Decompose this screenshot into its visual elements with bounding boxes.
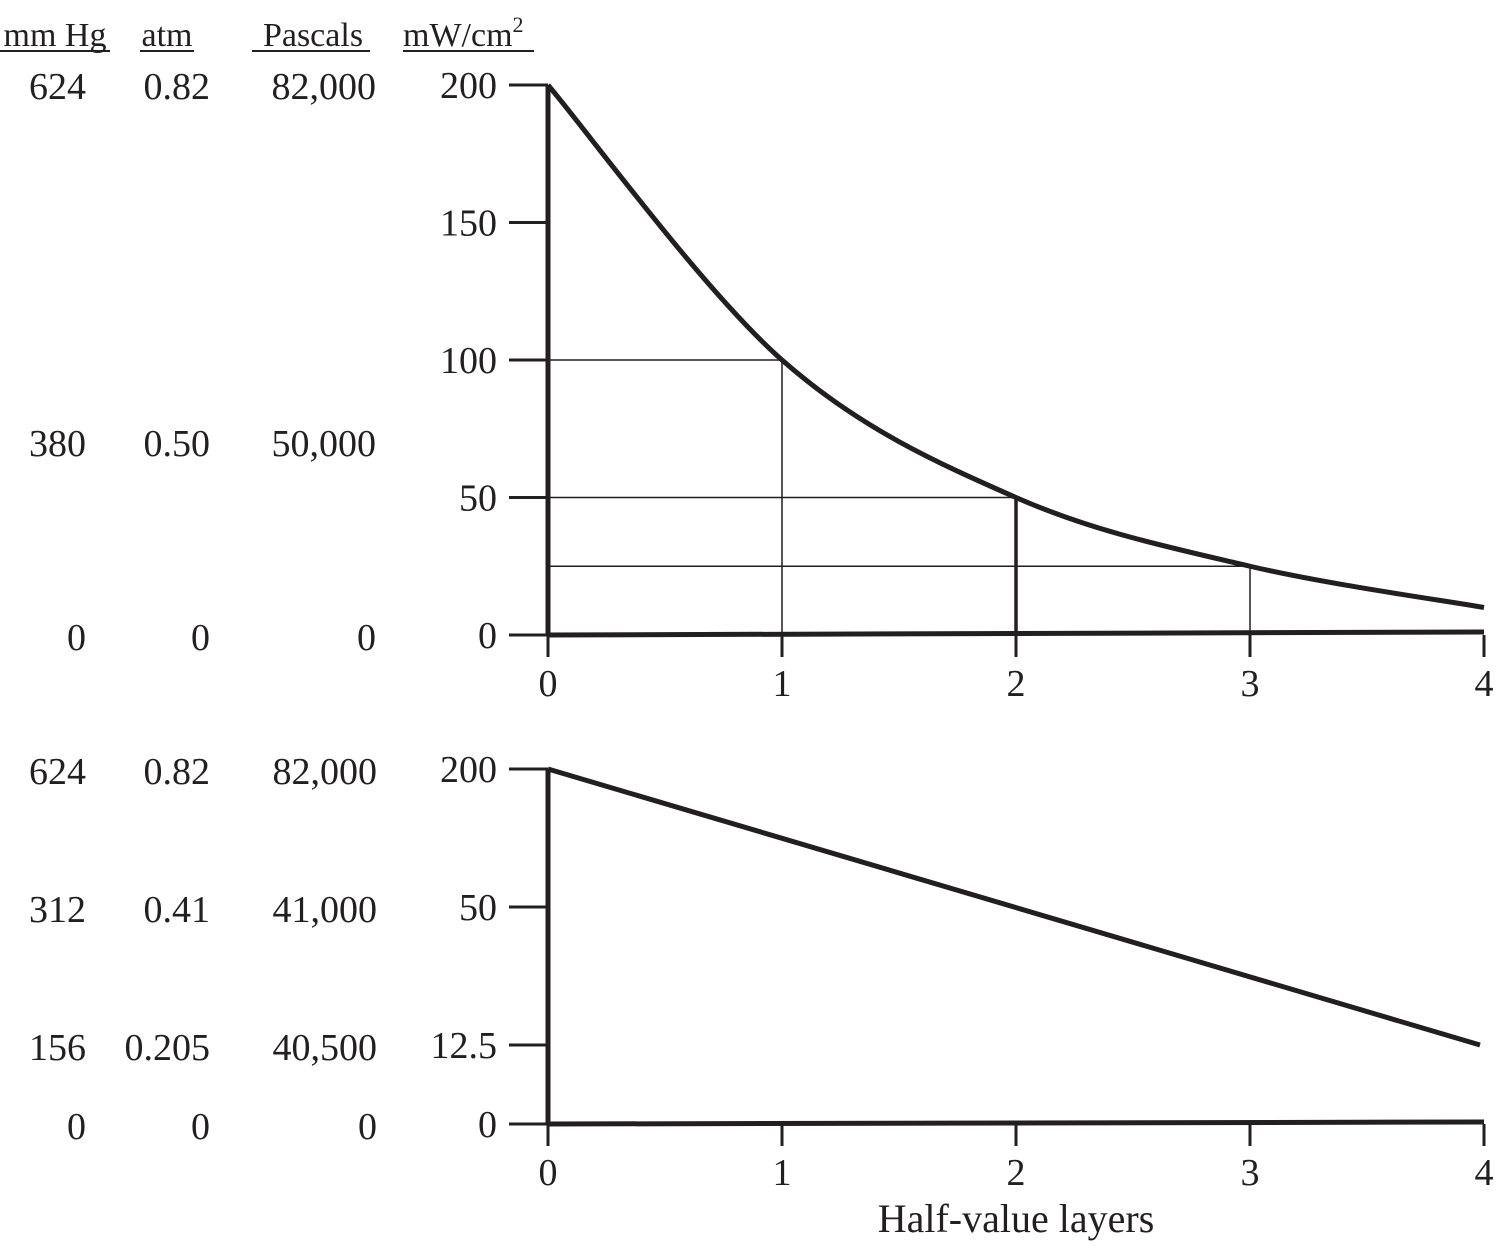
bottom-row-1-pascals: 82,000: [273, 751, 378, 793]
top-x-tick-label: 1: [773, 663, 792, 705]
bottom-x-axis: [547, 1119, 1485, 1127]
bottom-row-4-mmhg: 0: [67, 1106, 86, 1148]
header-mmhg: mm Hg: [4, 17, 107, 54]
top-row-1-atm: 0.82: [144, 66, 211, 108]
header-pascals: Pascals: [263, 17, 363, 54]
top-y-tick-label: 0: [478, 615, 497, 657]
header-unit-main: mW/cm: [403, 17, 513, 54]
bottom-y-tick-label: 12.5: [431, 1025, 498, 1067]
header-unit-superscript: 2: [513, 12, 524, 37]
bottom-row-1-mmhg: 624: [29, 751, 86, 793]
bottom-row-3-mmhg: 156: [29, 1027, 86, 1069]
bottom-row-2-atm: 0.41: [144, 889, 211, 931]
bottom-y-tick-label: 200: [440, 749, 497, 791]
top-row-1-pascals: 82,000: [272, 66, 377, 108]
top-y-tick-label: 150: [440, 203, 497, 245]
top-row-2-atm: 0.50: [144, 423, 211, 465]
top-y-tick-label: 200: [440, 65, 497, 107]
bottom-x-tick-label: 4: [1475, 1152, 1494, 1194]
top-x-tick-label: 2: [1007, 663, 1026, 705]
bottom-row-3-pascals: 40,500: [273, 1027, 378, 1069]
bottom-row-1-atm: 0.82: [144, 751, 211, 793]
bottom-y-tick-label: 0: [478, 1104, 497, 1146]
top-x-axis: [547, 629, 1485, 638]
bottom-row-3-atm: 0.205: [125, 1027, 211, 1069]
attenuation-chart-linear: 0 50 100 150 200 0 1 2 3 4: [440, 65, 1494, 705]
top-y-tick-label: 100: [440, 340, 497, 382]
bottom-x-tick-label: 0: [539, 1152, 558, 1194]
bottom-y-tick-label: 50: [459, 887, 497, 929]
bottom-row-4-atm: 0: [191, 1106, 210, 1148]
x-axis-title: Half-value layers: [878, 1196, 1155, 1241]
top-x-tick-label: 0: [539, 663, 558, 705]
bottom-row-2-pascals: 41,000: [273, 889, 378, 931]
header-atm: atm: [142, 17, 193, 54]
top-y-tick-label: 50: [459, 478, 497, 520]
top-row-3-atm: 0: [191, 617, 210, 659]
bottom-x-tick-label: 3: [1241, 1152, 1260, 1194]
bottom-row-2-mmhg: 312: [29, 889, 86, 931]
attenuation-chart-log: 0 12.5 50 200 0 1 2 3 4: [431, 749, 1494, 1194]
top-row-3-pascals: 0: [357, 617, 376, 659]
top-row-3-mmhg: 0: [67, 617, 86, 659]
top-attenuation-curve: [546, 83, 1485, 610]
top-x-tick-label: 3: [1241, 663, 1260, 705]
top-row-2-mmhg: 380: [29, 423, 86, 465]
header-unit: mW/cm2: [403, 12, 524, 54]
top-pressure-table: 624 0.82 82,000 380 0.50 50,000 0 0 0: [29, 66, 376, 659]
bottom-pressure-table: 624 0.82 82,000 312 0.41 41,000 156 0.20…: [29, 751, 377, 1148]
top-row-1-mmhg: 624: [29, 66, 86, 108]
bottom-attenuation-line: [547, 766, 1481, 1048]
column-headers: mm Hg atm Pascals mW/cm2: [0, 12, 534, 54]
top-row-2-pascals: 50,000: [272, 423, 377, 465]
bottom-x-tick-label: 2: [1007, 1152, 1026, 1194]
bottom-row-4-pascals: 0: [358, 1106, 377, 1148]
top-x-tick-label: 4: [1475, 663, 1494, 705]
bottom-x-tick-label: 1: [773, 1152, 792, 1194]
